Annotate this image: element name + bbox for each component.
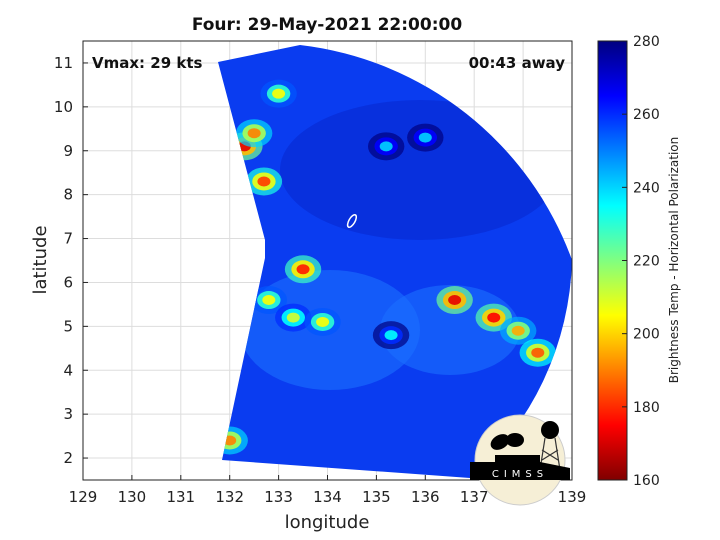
brightness-feature bbox=[487, 312, 501, 323]
brightness-feature bbox=[262, 295, 276, 306]
cold-region bbox=[280, 100, 560, 240]
x-tick-label: 136 bbox=[411, 488, 440, 506]
brightness-feature bbox=[531, 347, 545, 358]
brightness-feature bbox=[448, 295, 462, 306]
colorbar-label: Brightness Temp - Horizontal Polarizatio… bbox=[667, 137, 681, 384]
y-tick-label: 5 bbox=[63, 317, 73, 335]
svg-text:CIMSS: CIMSS bbox=[492, 469, 548, 480]
storm-center-marker bbox=[346, 213, 358, 228]
y-tick-label: 8 bbox=[63, 186, 73, 204]
y-tick-label: 7 bbox=[63, 230, 73, 248]
colorbar-tick-label: 280 bbox=[633, 34, 660, 50]
y-tick-label: 2 bbox=[63, 449, 73, 467]
chart-title: Four: 29-May-2021 22:00:00 bbox=[192, 15, 462, 35]
x-axis-label: longitude bbox=[285, 512, 370, 533]
brightness-feature bbox=[272, 88, 286, 99]
cimss-logo: CIMSS bbox=[470, 414, 570, 506]
y-tick-label: 11 bbox=[54, 54, 73, 72]
x-tick-label: 132 bbox=[215, 488, 244, 506]
x-tick-label: 130 bbox=[118, 488, 147, 506]
colorbar-tick-label: 240 bbox=[633, 180, 660, 196]
brightness-feature bbox=[379, 141, 393, 152]
brightness-feature bbox=[418, 132, 432, 143]
colorbar-tick-label: 260 bbox=[633, 107, 660, 123]
x-tick-label: 134 bbox=[313, 488, 342, 506]
brightness-feature bbox=[316, 316, 330, 327]
y-axis-label: latitude bbox=[30, 225, 51, 294]
y-tick-label: 4 bbox=[63, 361, 73, 379]
y-tick-label: 6 bbox=[63, 273, 73, 291]
x-tick-label: 139 bbox=[558, 488, 587, 506]
colorbar-tick-label: 200 bbox=[633, 327, 660, 343]
vmax-annotation: Vmax: 29 kts bbox=[92, 54, 202, 72]
colorbar-tick-label: 160 bbox=[633, 473, 660, 489]
brightness-feature bbox=[257, 176, 271, 187]
x-tick-label: 133 bbox=[264, 488, 293, 506]
y-tick-label: 3 bbox=[63, 405, 73, 423]
brightness-feature bbox=[296, 264, 310, 275]
brightness-feature bbox=[384, 330, 398, 341]
brightness-feature bbox=[286, 312, 300, 323]
brightness-feature bbox=[511, 325, 525, 336]
time-away-annotation: 00:43 away bbox=[469, 54, 566, 72]
x-tick-label: 137 bbox=[460, 488, 489, 506]
y-tick-label: 9 bbox=[63, 142, 73, 160]
x-tick-label: 129 bbox=[69, 488, 98, 506]
colorbar-tick-label: 220 bbox=[633, 254, 660, 270]
y-tick-label: 10 bbox=[54, 98, 73, 116]
x-tick-label: 131 bbox=[166, 488, 195, 506]
colorbar-tick-label: 180 bbox=[633, 400, 660, 416]
x-tick-label: 135 bbox=[362, 488, 391, 506]
brightness-feature bbox=[247, 128, 261, 139]
